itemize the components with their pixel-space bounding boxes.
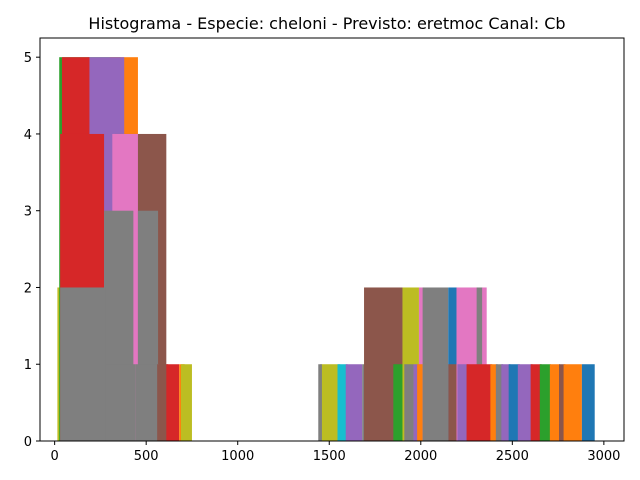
x-tick-label: 2000 (404, 449, 437, 464)
x-tick-label: 2500 (496, 449, 529, 464)
x-tick-label: 1000 (221, 449, 254, 464)
y-tick-label: 5 (24, 51, 32, 66)
histogram-bar (404, 364, 414, 441)
histogram-bar (563, 364, 582, 441)
histogram-bar (180, 364, 192, 441)
histogram-bar (318, 364, 322, 441)
x-tick-label: 500 (134, 449, 159, 464)
histogram-bar (157, 364, 169, 441)
histogram-bar (549, 364, 560, 441)
plot-frame (39, 37, 625, 442)
y-axis-ticks: 0 1 2 3 4 5 (24, 51, 40, 450)
y-tick-label: 4 (24, 128, 32, 143)
histogram-bar (530, 364, 542, 441)
x-tick-label: 3000 (587, 449, 620, 464)
x-axis-ticks: 0 500 1000 1500 2000 2500 3000 (51, 441, 620, 464)
histogram-bar (105, 364, 136, 441)
histogram-bar (422, 287, 449, 441)
histogram-bar (417, 364, 423, 441)
histogram-bar (539, 364, 551, 441)
histogram-bar (559, 364, 566, 441)
histogram-bar (501, 364, 511, 441)
y-tick-label: 2 (24, 281, 32, 296)
histogram-bar (345, 364, 363, 441)
x-tick-label: 0 (51, 449, 59, 464)
histogram-bar (320, 364, 341, 441)
histogram-bar (495, 364, 504, 441)
histogram-bar (60, 287, 106, 441)
histogram-bar (166, 364, 180, 441)
histogram-bar (457, 364, 469, 441)
histogram-bar (581, 364, 595, 441)
histogram-bar (393, 364, 403, 441)
histogram-bar (490, 364, 498, 441)
y-tick-label: 3 (24, 205, 32, 220)
bars-group (57, 57, 595, 441)
y-tick-label: 0 (24, 435, 32, 450)
histogram-bar (466, 364, 493, 441)
histogram-bar (508, 364, 520, 441)
axes-frame (39, 37, 625, 442)
histogram-bar (413, 364, 421, 441)
histogram-bar (517, 364, 533, 441)
chart-title: Histograma - Especie: cheloni - Previsto… (88, 14, 565, 33)
y-tick-label: 1 (24, 358, 32, 373)
histogram-bar (448, 364, 458, 441)
histogram-bar (135, 364, 159, 441)
x-tick-label: 1500 (313, 449, 346, 464)
histogram-bar (337, 364, 348, 441)
